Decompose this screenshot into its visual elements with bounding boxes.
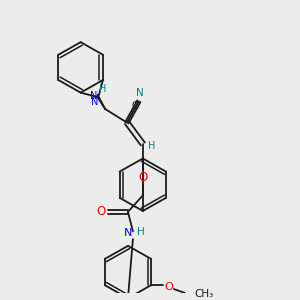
Text: N: N xyxy=(136,88,144,98)
Text: N: N xyxy=(90,91,98,101)
Text: CH₃: CH₃ xyxy=(195,289,214,299)
Text: H: H xyxy=(148,141,155,151)
Text: N: N xyxy=(91,97,99,107)
Text: N: N xyxy=(124,228,132,238)
Text: O: O xyxy=(97,206,106,218)
Text: C: C xyxy=(131,101,138,111)
Text: O: O xyxy=(165,282,173,292)
Text: H: H xyxy=(99,84,107,94)
Text: H: H xyxy=(137,227,145,237)
Text: O: O xyxy=(138,171,148,184)
